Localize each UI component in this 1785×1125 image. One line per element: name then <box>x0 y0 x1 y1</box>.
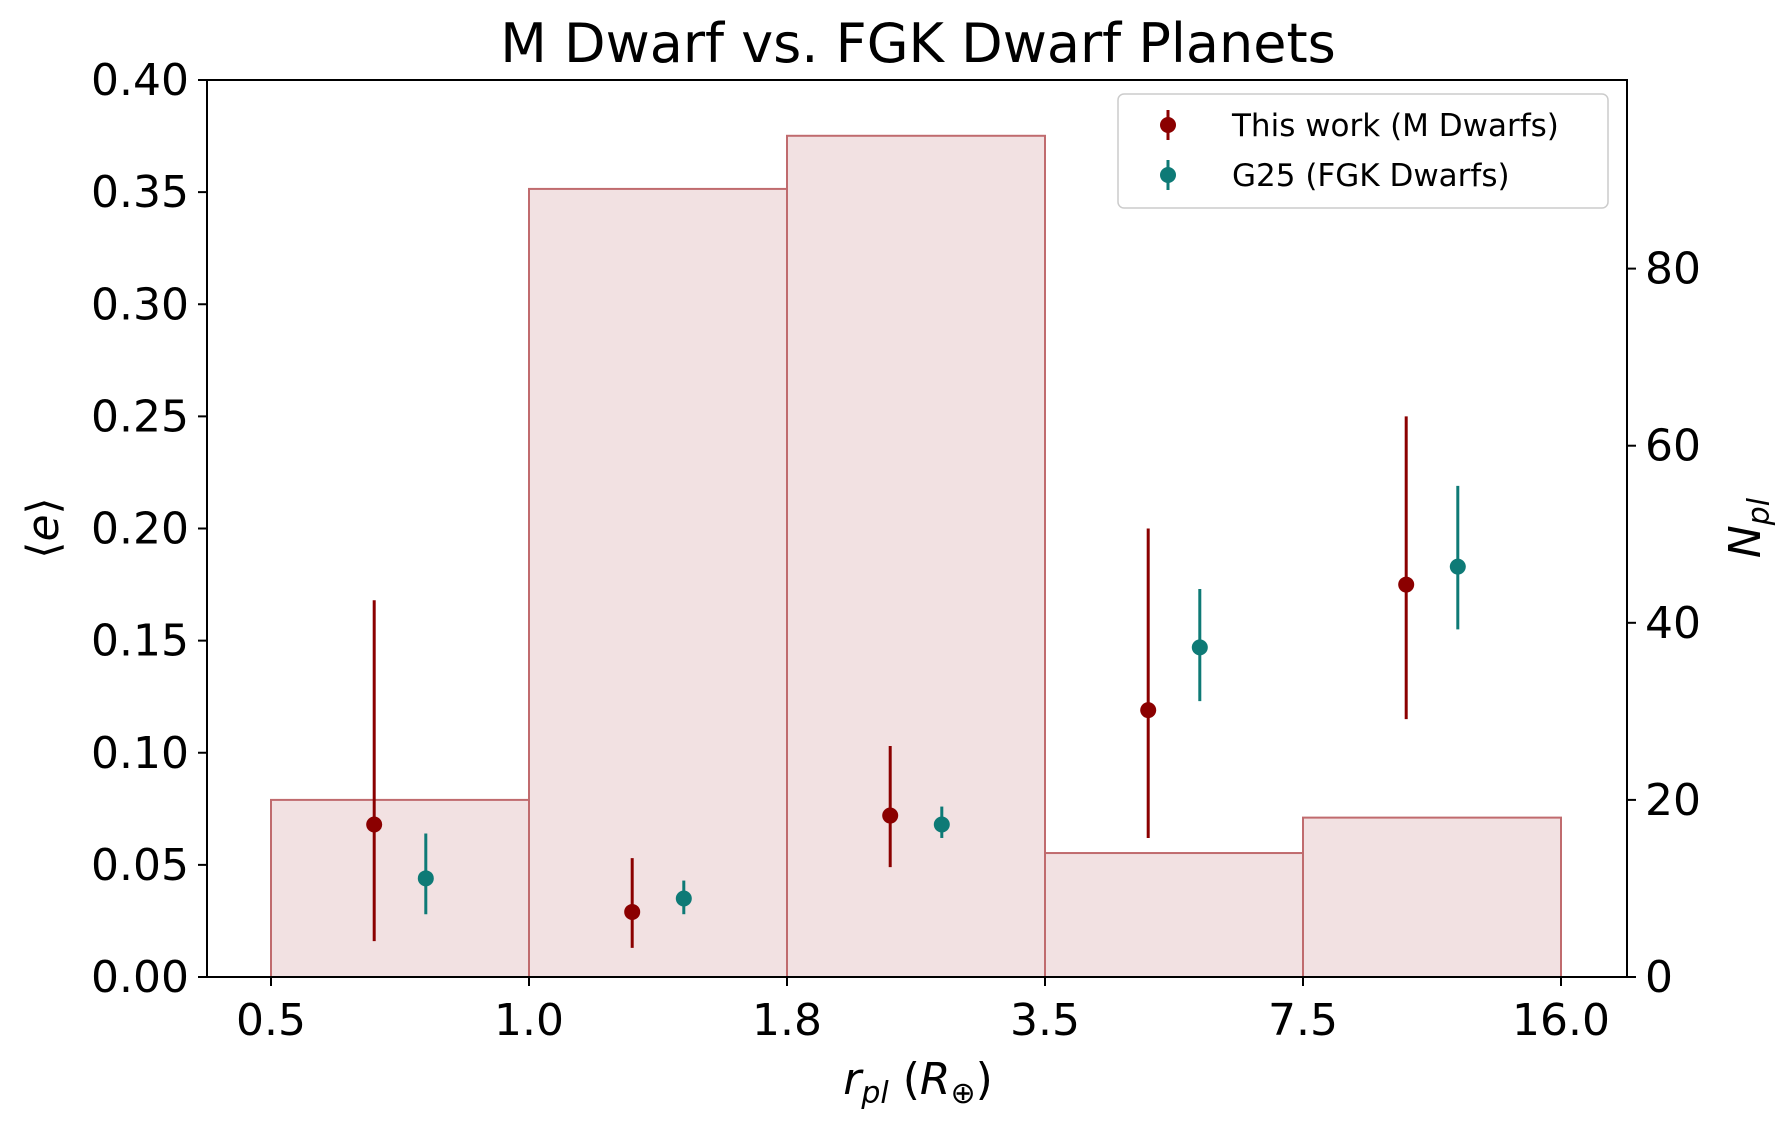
y-left-tick-label-1: 0.05 <box>91 840 189 891</box>
x-tick-label-4: 7.5 <box>1268 995 1338 1046</box>
marker-series-0-bin-0 <box>366 816 383 833</box>
histogram-bar-2 <box>786 134 1046 979</box>
legend-marker-m-dwarfs <box>1160 117 1176 133</box>
point-series-1-bin-0 <box>417 833 434 915</box>
y-axis-left: 0.00 0.05 0.10 0.15 0.20 0.25 0.30 0.35 0.40 <box>91 55 207 1003</box>
chart-title: M Dwarf vs. FGK Dwarf Planets <box>500 12 1336 75</box>
legend-label-fgk-dwarfs: G25 (FGK Dwarfs) <box>1232 158 1510 194</box>
x-axis-label: rpl (R⊕) <box>843 1054 993 1111</box>
marker-series-0-bin-1 <box>624 903 641 920</box>
y-left-tick-label-3: 0.15 <box>91 616 189 667</box>
x-tick-label-0: 0.5 <box>236 995 306 1046</box>
point-series-0-bin-2 <box>882 746 899 868</box>
legend-marker-fgk-dwarfs <box>1160 167 1176 183</box>
error-bar-points <box>366 416 1466 948</box>
y-axis-right-label: Npl <box>1720 497 1777 558</box>
histogram-bar-4 <box>1302 816 1562 979</box>
point-series-0-bin-0 <box>366 600 383 942</box>
histogram-bar-0 <box>270 798 530 979</box>
x-tick-label-3: 3.5 <box>1010 995 1080 1046</box>
legend-entry-fgk-dwarfs: G25 (FGK Dwarfs) <box>1160 158 1510 194</box>
y-axis-left-label: ⟨e⟩ <box>18 497 69 558</box>
point-series-1-bin-1 <box>675 880 692 915</box>
legend-box <box>1117 93 1609 209</box>
y-axis-right: 0 20 40 60 80 <box>1627 244 1701 1003</box>
marker-series-1-bin-4 <box>1449 558 1466 575</box>
marker-series-0-bin-2 <box>882 807 899 824</box>
legend-entry-m-dwarfs: This work (M Dwarfs) <box>1160 108 1559 144</box>
legend-label-m-dwarfs: This work (M Dwarfs) <box>1231 108 1559 144</box>
y-left-tick-label-6: 0.30 <box>91 279 189 330</box>
marker-series-1-bin-2 <box>933 816 950 833</box>
y-left-tick-label-8: 0.40 <box>91 55 189 106</box>
y-right-tick-label-0: 0 <box>1645 952 1673 1003</box>
y-left-tick-label-0: 0.00 <box>91 952 189 1003</box>
marker-series-1-bin-3 <box>1191 639 1208 656</box>
y-right-tick-label-4: 80 <box>1645 244 1701 295</box>
point-series-1-bin-3 <box>1191 589 1208 702</box>
point-series-0-bin-3 <box>1140 528 1157 838</box>
point-series-0-bin-1 <box>624 858 641 948</box>
x-tick-label-5: 16.0 <box>1512 995 1610 1046</box>
y-left-tick-label-7: 0.35 <box>91 167 189 218</box>
histogram-bars <box>270 134 1562 979</box>
x-tick-label-2: 1.8 <box>752 995 822 1046</box>
marker-series-0-bin-3 <box>1140 702 1157 719</box>
y-left-tick-label-4: 0.20 <box>91 504 189 555</box>
legend: This work (M Dwarfs) G25 (FGK Dwarfs) <box>1117 93 1609 209</box>
point-series-0-bin-4 <box>1398 416 1415 720</box>
histogram-bar-1 <box>528 187 788 978</box>
marker-series-1-bin-0 <box>417 870 434 887</box>
marker-series-1-bin-1 <box>675 890 692 907</box>
marker-series-0-bin-4 <box>1398 576 1415 593</box>
y-right-tick-label-2: 40 <box>1645 598 1701 649</box>
y-right-tick-label-1: 20 <box>1645 775 1701 826</box>
x-axis: 0.5 1.0 1.8 3.5 7.5 16.0 <box>236 977 1610 1046</box>
x-tick-label-1: 1.0 <box>494 995 564 1046</box>
y-left-tick-label-5: 0.25 <box>91 391 189 442</box>
y-left-tick-label-2: 0.10 <box>91 728 189 779</box>
point-series-1-bin-2 <box>933 806 950 838</box>
histogram-bar-3 <box>1044 852 1304 979</box>
y-right-tick-label-3: 60 <box>1645 421 1701 472</box>
point-series-1-bin-4 <box>1449 485 1466 630</box>
